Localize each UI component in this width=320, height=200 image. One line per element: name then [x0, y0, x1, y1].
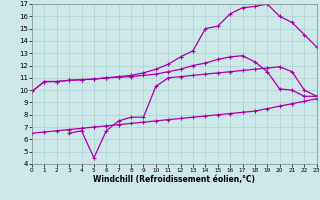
X-axis label: Windchill (Refroidissement éolien,°C): Windchill (Refroidissement éolien,°C): [93, 175, 255, 184]
